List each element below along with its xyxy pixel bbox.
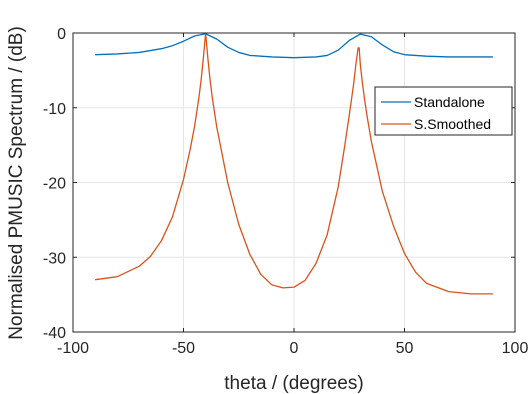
legend: Standalone S.Smoothed — [374, 86, 513, 136]
legend-label-s-smoothed: S.Smoothed — [414, 116, 491, 132]
y-tick-label: -10 — [43, 101, 66, 118]
x-axis-label: theta / (degrees) — [224, 373, 363, 394]
series-layer — [95, 32, 493, 295]
s-smoothed-line — [95, 32, 493, 295]
x-tick-label: -100 — [57, 340, 89, 357]
legend-box — [374, 86, 513, 136]
legend-label-standalone: Standalone — [414, 94, 485, 110]
x-tick-label: -50 — [172, 340, 195, 357]
x-tick-label: 50 — [396, 340, 414, 357]
x-tick-label: 0 — [290, 340, 299, 357]
y-tick-label: 0 — [57, 26, 66, 43]
y-axis-label: Normalised PMUSIC Spectrum / (dB) — [6, 26, 27, 340]
y-tick-label: -40 — [43, 325, 66, 342]
x-tick-label: 100 — [502, 340, 529, 357]
y-tick-label: -30 — [43, 250, 66, 267]
standalone-line — [95, 33, 493, 59]
y-tick-label: -20 — [43, 176, 66, 193]
ticks: -100 -50 0 50 100-40-30-20-100 — [43, 26, 529, 357]
